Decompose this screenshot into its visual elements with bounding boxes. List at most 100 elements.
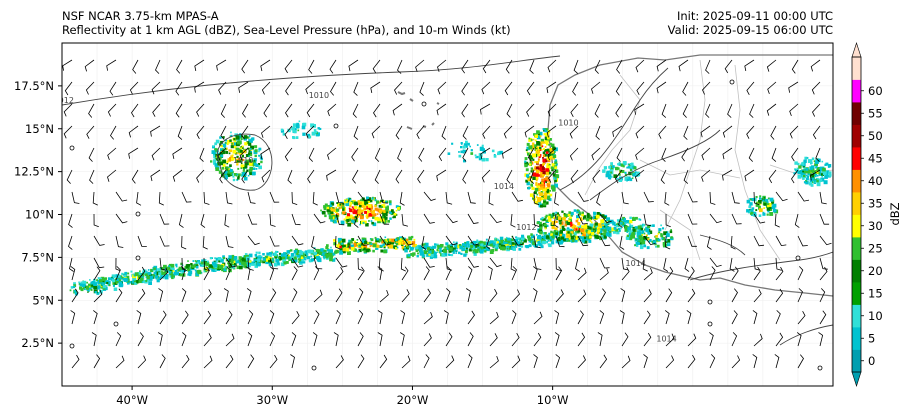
wind-barb xyxy=(401,266,409,281)
wind-barb xyxy=(379,289,389,303)
slp-contour-1012 xyxy=(62,55,561,106)
wind-barb xyxy=(554,332,560,347)
wind-barb xyxy=(269,213,276,227)
wind-barb xyxy=(533,213,540,227)
wind-barb xyxy=(510,257,516,272)
wind-barb xyxy=(357,257,364,271)
wind-barb xyxy=(313,310,320,325)
wind-barb xyxy=(287,169,293,184)
wind-barb xyxy=(702,81,711,95)
wind-barb xyxy=(199,147,205,162)
wind-barb xyxy=(547,59,557,73)
lat-tick-label: 5°N xyxy=(32,293,54,307)
wind-barb xyxy=(620,288,626,303)
wind-barb xyxy=(489,213,502,224)
slp-contour-1014 xyxy=(589,129,721,201)
wind-barb xyxy=(307,169,315,184)
wind-barb xyxy=(348,59,359,72)
wind-barb xyxy=(526,81,535,96)
wind-barb xyxy=(775,257,782,271)
map-title-right: Init: 2025-09-11 00:00 UTC Valid: 2025-0… xyxy=(668,9,833,37)
wind-barb xyxy=(357,310,364,325)
wind-barb xyxy=(533,235,541,249)
slp-contour-labels: 1012 1010 1010 1010 1014 1012 1014 1014 xyxy=(62,91,677,344)
wind-barb xyxy=(731,288,738,303)
wind-barb xyxy=(461,103,469,118)
lat-tick-label: 2.5°N xyxy=(21,336,54,350)
wind-barb xyxy=(445,235,458,246)
wind-barb xyxy=(687,213,698,225)
wind-barb xyxy=(683,125,689,140)
wind-barb xyxy=(577,332,586,347)
wind-barb xyxy=(330,81,337,96)
wind-barb xyxy=(372,59,381,74)
wind-barb xyxy=(261,125,271,138)
wind-barb xyxy=(618,213,623,228)
wind-barb xyxy=(554,310,560,325)
wind-barb xyxy=(71,288,79,303)
wind-barb xyxy=(247,332,253,347)
calm-wind-marker xyxy=(69,145,75,151)
wind-barb xyxy=(91,332,97,347)
wind-barb xyxy=(335,267,344,281)
wind-barb xyxy=(461,81,469,96)
wind-barb xyxy=(577,191,589,202)
wind-barb xyxy=(819,288,826,303)
wind-barb xyxy=(465,288,471,303)
wind-barb xyxy=(115,266,121,281)
wind-barb xyxy=(352,103,359,118)
wind-barb xyxy=(709,191,716,205)
wind-barb xyxy=(180,266,186,281)
wind-barb xyxy=(656,59,667,72)
slp-contour-east xyxy=(699,234,746,256)
wind-barb xyxy=(709,266,716,281)
wind-barb xyxy=(766,103,777,116)
wind-barb xyxy=(419,81,425,96)
wind-barb xyxy=(797,235,808,247)
wind-barb xyxy=(724,59,733,74)
wind-barb xyxy=(621,267,630,281)
wind-barb xyxy=(110,125,117,140)
wind-barb xyxy=(269,235,280,247)
wind-barb xyxy=(621,191,629,205)
wind-barb xyxy=(753,213,766,224)
wind-barb xyxy=(86,125,95,139)
colorbar-tick-label: 45 xyxy=(868,151,883,165)
wind-barb xyxy=(225,235,234,248)
wind-barb xyxy=(397,59,403,74)
wind-barb xyxy=(88,103,95,118)
wind-barb xyxy=(196,169,205,183)
wind-barb xyxy=(687,333,697,347)
wind-barb xyxy=(225,266,231,281)
wind-barb xyxy=(157,332,163,347)
wind-barb xyxy=(159,310,167,325)
lon-tick-label: 20°W xyxy=(397,393,429,407)
wind-barb xyxy=(752,354,758,369)
wind-barb xyxy=(158,288,164,303)
wind-barb xyxy=(467,310,475,325)
wind-barb xyxy=(687,354,696,369)
wind-barb xyxy=(196,125,205,139)
wind-barb xyxy=(819,310,827,325)
wind-barb xyxy=(306,103,315,118)
wind-barb xyxy=(749,103,755,118)
wind-barb xyxy=(731,355,741,369)
wind-barb xyxy=(70,310,76,325)
wind-barb xyxy=(746,81,755,95)
wind-barb xyxy=(569,147,579,161)
wind-barb xyxy=(333,332,339,347)
wind-barb xyxy=(489,311,499,325)
wind-barb xyxy=(137,235,147,247)
wind-barb xyxy=(643,332,652,347)
wind-barb xyxy=(797,191,810,202)
wind-barb xyxy=(371,125,381,139)
wind-barb xyxy=(663,257,669,272)
wind-barb xyxy=(225,310,233,325)
lat-tick-label: 17.5°N xyxy=(14,79,54,93)
wind-barb xyxy=(577,213,588,225)
wind-barb xyxy=(486,235,491,250)
wind-barb xyxy=(131,103,139,118)
wind-barb xyxy=(115,355,125,369)
wind-barb xyxy=(64,81,73,96)
lat-tick-label: 15°N xyxy=(25,122,54,136)
